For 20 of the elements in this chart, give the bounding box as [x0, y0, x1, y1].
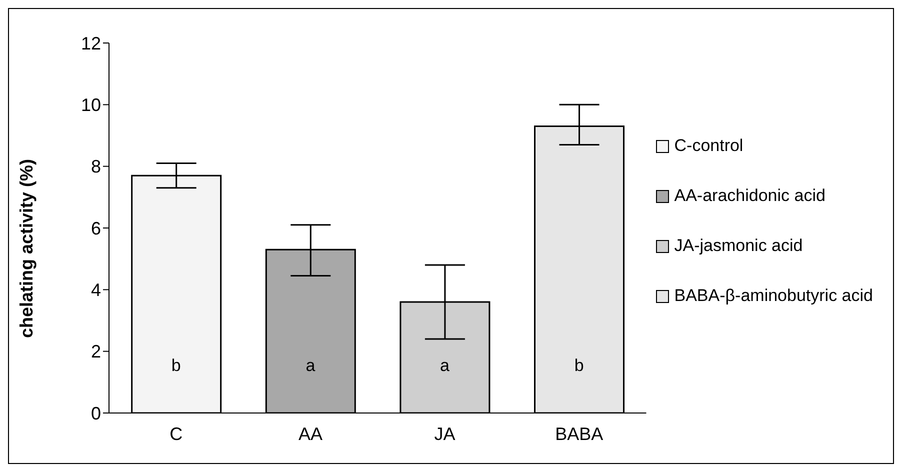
- y-tick-label: 4: [90, 280, 101, 300]
- y-tick-label: 12: [80, 33, 101, 54]
- y-tick-label: 6: [90, 218, 101, 238]
- y-tick-label: 2: [90, 342, 101, 362]
- y-tick-label: 8: [90, 156, 101, 177]
- legend-label: C-control: [674, 136, 744, 156]
- x-tick-label: C: [170, 424, 183, 444]
- x-tick-label: BABA: [555, 424, 604, 444]
- annotation: b: [171, 356, 181, 375]
- annotation: b: [574, 356, 584, 375]
- legend-label: AA-arachidonic acid: [674, 186, 826, 206]
- x-tick-label: AA: [298, 424, 322, 444]
- y-tick-label: 10: [80, 95, 101, 116]
- x-tick-label: JA: [434, 424, 456, 444]
- y-tick-label: 0: [90, 403, 101, 424]
- y-axis-title: chelating activity (%): [16, 158, 36, 338]
- legend-label: BABA-β-aminobutyric acid: [674, 286, 873, 306]
- legend-label: JA-jasmonic acid: [674, 236, 803, 256]
- annotation: a: [306, 356, 316, 375]
- annotation: a: [440, 356, 450, 375]
